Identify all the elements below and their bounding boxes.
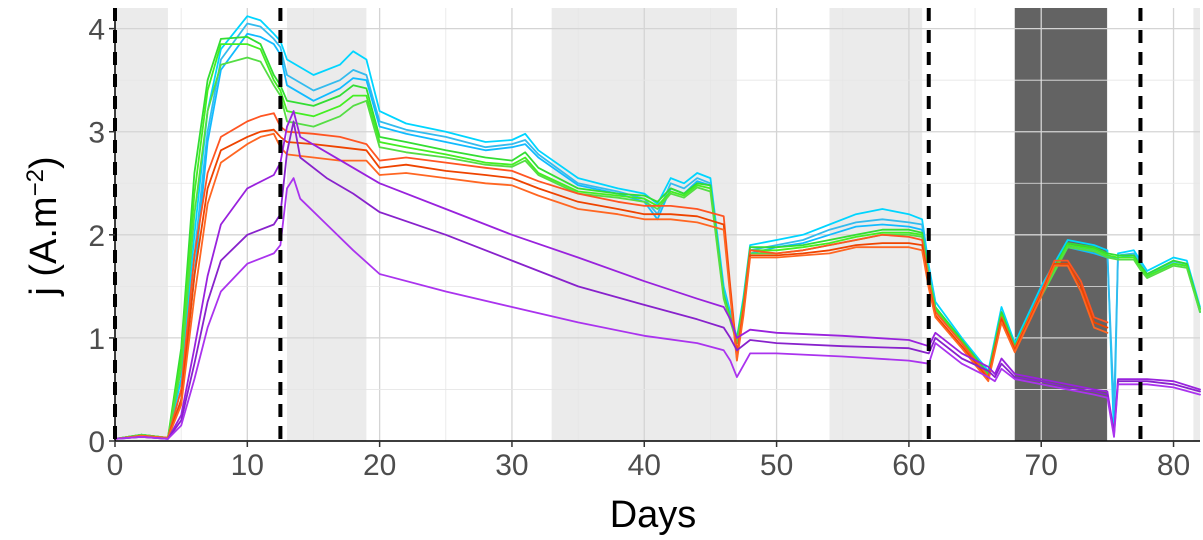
y-axis-title: j (A.m−2) <box>22 156 66 296</box>
y-tick-label: 4 <box>88 14 105 47</box>
x-tick-label: 0 <box>107 449 124 482</box>
series-line-7 <box>114 128 1109 440</box>
y-tick-label: 2 <box>88 220 105 253</box>
x-tick-label: 20 <box>363 449 396 482</box>
x-axis-title: Days <box>610 494 697 536</box>
series-line-5 <box>114 56 1201 440</box>
x-tick-label: 70 <box>1025 449 1058 482</box>
x-tick-label: 30 <box>495 449 528 482</box>
shaded-periods <box>115 8 1200 441</box>
series-line-11 <box>114 177 1201 440</box>
series-line-6 <box>114 112 1109 440</box>
shaded-period-0-light <box>115 8 168 441</box>
y-tick-label: 3 <box>88 117 105 150</box>
y-axis-title-sup: −2 <box>22 169 49 196</box>
series-line-10 <box>114 120 1201 440</box>
x-tick-label: 10 <box>231 449 264 482</box>
x-tick-label: 40 <box>628 449 661 482</box>
x-tick-label: 60 <box>892 449 925 482</box>
y-tick-label: 1 <box>88 323 105 356</box>
shaded-period-5-light <box>1193 8 1200 441</box>
y-tick-labels: 0 1 2 3 4 <box>88 14 105 459</box>
x-tick-labels: 0 10 20 30 40 50 60 70 80 <box>107 449 1191 482</box>
x-tick-label: 80 <box>1157 449 1190 482</box>
series-lines <box>114 15 1201 440</box>
y-axis-title-end: ) <box>23 156 65 169</box>
y-tick-label: 0 <box>88 426 105 459</box>
axes <box>109 8 1200 447</box>
series-line-9 <box>114 110 1201 440</box>
x-tick-label: 50 <box>760 449 793 482</box>
y-axis-title-main: j (A.m <box>23 196 65 296</box>
